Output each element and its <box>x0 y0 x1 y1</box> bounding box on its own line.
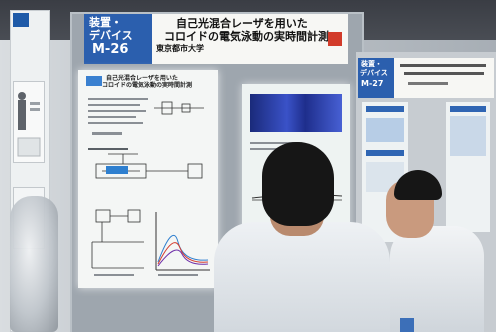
poster-title-line1: 自己光混合レーザを用いた <box>106 75 178 82</box>
man-right-shirt <box>390 226 484 332</box>
neighbor-poster-left <box>362 102 408 242</box>
booth-category-line1: 装置・ <box>89 16 122 29</box>
neighbor-category-line2: デバイス <box>360 69 388 77</box>
left-poster-figure <box>17 92 41 157</box>
clear-plastic-display <box>10 196 58 332</box>
booth-title-line1: 自己光混合レーザを用いた <box>176 17 308 30</box>
poster-logo <box>86 76 102 86</box>
university-logo <box>328 32 342 46</box>
neighbor-poster-right-figure <box>450 116 486 156</box>
neighbor-poster-heading <box>366 106 404 112</box>
neighbor-category-badge: 装置・ デバイス M-27 <box>358 58 394 98</box>
neighbor-title-text-2 <box>404 72 484 75</box>
main-poster: 自己光混合レーザを用いた コロイドの電気泳動の実時間計測 <box>78 70 218 288</box>
neighbor-poster-figure <box>366 118 404 142</box>
booth-category-badge: 装置・ デバイス M-26 <box>84 14 152 64</box>
man-back-head <box>262 142 334 226</box>
neighbor-title-text <box>400 64 486 67</box>
booth-title-plate: 自己光混合レーザを用いた コロイドの電気泳動の実時間計測 東京都市大学 <box>152 14 348 64</box>
left-booth-poster <box>13 81 45 163</box>
neighbor-poster-heading-2 <box>366 150 404 156</box>
neighbor-poster-right <box>446 102 490 232</box>
booth-category-line2: デバイス <box>89 29 133 42</box>
left-booth-tab <box>13 13 29 27</box>
poster-content-graphic <box>88 98 210 276</box>
name-badge <box>400 318 414 332</box>
neighbor-poster-right-heading <box>450 106 486 112</box>
booth-institution: 東京都市大学 <box>156 44 204 53</box>
booth-code: M-26 <box>92 42 129 57</box>
booth-title-line2: コロイドの電気泳動の実時間計測 <box>164 30 329 43</box>
poster-spectrogram <box>250 94 342 132</box>
poster-title-line2: コロイドの電気泳動の実時間計測 <box>102 82 193 89</box>
neighbor-category-line1: 装置・ <box>361 60 382 68</box>
neighbor-title-plate <box>394 58 494 98</box>
neighbor-institution-text <box>408 82 448 85</box>
neighbor-code: M-27 <box>361 79 384 88</box>
man-back-shirt <box>214 222 390 332</box>
